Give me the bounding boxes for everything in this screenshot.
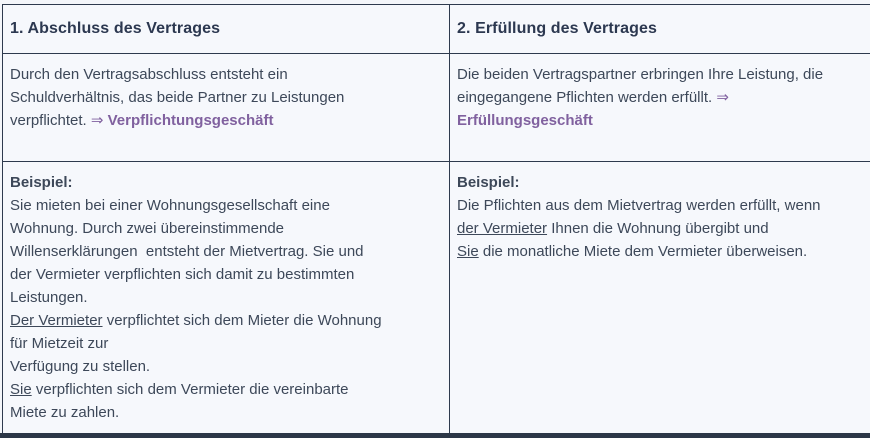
text-segment: Beispiel:: [457, 174, 520, 191]
example-row: Beispiel: Sie mieten bei einer Wohnungsge…: [2, 161, 870, 438]
text-segment: Beispiel:: [10, 174, 73, 191]
text-segment: verpflichtet sich dem Mieter die Wohnung: [102, 312, 382, 329]
text-segment: Willenserklärungen entsteht der Mietvert…: [10, 243, 364, 260]
text-segment: Verfügung zu stellen.: [10, 358, 151, 375]
text-segment: Sie: [457, 243, 479, 260]
text-segment: für Mietzeit zur: [10, 335, 109, 352]
header-row: 1. Abschluss des Vertrages 2. Erfüllung …: [2, 4, 870, 54]
example-cell-abschluss: Beispiel: Sie mieten bei einer Wohnungsge…: [2, 161, 450, 438]
text-segment: die monatliche Miete dem Vermieter überw…: [478, 243, 808, 260]
text-segment: Sie mieten bei einer Wohnungsgesellschaf…: [10, 197, 330, 214]
text-segment: Schuldverhältnis, das beide Partner zu L…: [10, 89, 345, 106]
text-segment: ⇒: [716, 89, 729, 106]
text-segment: Verpflichtungsgeschäft: [107, 112, 274, 129]
text-segment: Miete zu zahlen.: [10, 404, 120, 421]
text-segment: der Vermieter verpflichten sich damit zu…: [10, 266, 355, 283]
example-cell-erfuellung: Beispiel: Die Pflichten aus dem Mietvertr…: [449, 161, 870, 438]
header-cell-erfuellung: 2. Erfüllung des Vertrages: [449, 4, 870, 54]
description-cell-erfuellung: Die beiden Vertragspartner erbringen Ihr…: [449, 53, 870, 162]
text-segment: Ihnen die Wohnung übergibt und: [547, 220, 769, 237]
bottom-edge-bar: [0, 433, 870, 438]
text-segment: eingegangene Pflichten werden erfüllt.: [457, 89, 717, 106]
text-segment: Wohnung. Durch zwei übereinstimmende: [10, 220, 285, 237]
text-segment: Die Pflichten aus dem Mietvertrag werden…: [457, 197, 821, 214]
text-segment: Durch den Vertragsabschluss entsteht ein: [10, 66, 288, 83]
text-segment: Die beiden Vertragspartner erbringen Ihr…: [457, 66, 824, 83]
text-segment: Erfüllungsgeschäft: [457, 112, 593, 129]
text-segment: ⇒: [90, 112, 108, 129]
contract-comparison-table: 1. Abschluss des Vertrages 2. Erfüllung …: [2, 4, 870, 438]
text-segment: verpflichten sich dem Vermieter die vere…: [31, 381, 349, 398]
header-cell-abschluss: 1. Abschluss des Vertrages: [2, 4, 450, 54]
text-segment: Sie: [10, 381, 32, 398]
text-segment: der Vermieter: [457, 220, 548, 237]
description-row: Durch den Vertragsabschluss entsteht ein…: [2, 53, 870, 162]
text-segment: verpflichtet.: [10, 112, 91, 129]
description-cell-abschluss: Durch den Vertragsabschluss entsteht ein…: [2, 53, 450, 162]
text-segment: Der Vermieter: [10, 312, 103, 329]
text-segment: Leistungen.: [10, 289, 88, 306]
